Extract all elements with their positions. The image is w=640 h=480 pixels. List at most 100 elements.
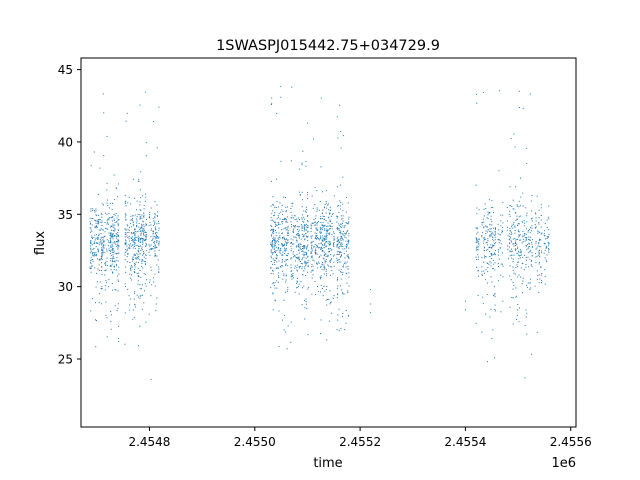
data-point	[133, 244, 135, 246]
data-point	[134, 272, 135, 274]
data-point	[143, 229, 145, 231]
data-point	[514, 237, 516, 239]
data-point	[302, 257, 304, 259]
data-point	[280, 211, 282, 213]
data-point	[129, 240, 131, 242]
data-point	[138, 223, 140, 225]
data-point	[290, 245, 292, 247]
data-point	[301, 229, 303, 231]
data-point	[306, 227, 308, 229]
data-point	[283, 218, 285, 220]
data-point	[342, 220, 344, 222]
data-point	[126, 112, 128, 114]
data-point	[109, 234, 111, 236]
data-point	[302, 248, 304, 249]
data-point	[307, 198, 309, 200]
data-point	[307, 122, 309, 124]
data-point	[548, 252, 550, 254]
data-point	[333, 261, 335, 263]
data-point	[287, 265, 289, 267]
data-point	[484, 247, 486, 249]
data-point	[543, 235, 545, 237]
data-point	[95, 237, 97, 239]
data-point	[521, 262, 523, 264]
data-point	[96, 226, 98, 228]
data-point	[545, 259, 547, 261]
data-point	[124, 252, 126, 254]
data-point	[281, 244, 283, 246]
data-point	[133, 316, 135, 318]
data-point	[342, 292, 344, 294]
data-point	[283, 218, 285, 220]
data-point	[483, 218, 485, 220]
data-point	[144, 262, 146, 264]
data-point	[498, 90, 500, 92]
data-point	[140, 209, 142, 211]
data-point	[324, 204, 326, 206]
data-point	[283, 315, 285, 317]
data-point	[91, 218, 93, 219]
data-point	[327, 240, 329, 242]
data-point	[345, 322, 347, 324]
data-point	[150, 248, 152, 250]
data-point	[112, 255, 114, 257]
data-point	[158, 223, 160, 225]
data-point	[476, 259, 478, 261]
data-point	[143, 256, 145, 258]
data-point	[97, 220, 99, 222]
data-point	[547, 236, 549, 238]
data-point	[307, 255, 309, 257]
data-point	[527, 266, 529, 268]
data-point	[134, 240, 136, 242]
data-point	[492, 268, 494, 270]
data-point	[506, 207, 508, 209]
data-point	[321, 218, 323, 220]
data-point	[342, 135, 344, 137]
data-point	[113, 218, 115, 220]
data-point	[509, 242, 511, 244]
data-point	[136, 236, 138, 238]
data-point	[325, 258, 327, 260]
data-point	[132, 215, 134, 217]
data-point	[316, 236, 318, 238]
data-point	[97, 193, 99, 195]
data-point	[95, 251, 97, 253]
data-point	[518, 107, 520, 109]
data-point	[136, 256, 138, 258]
data-point	[276, 241, 278, 243]
data-point	[291, 86, 293, 88]
data-point	[296, 225, 298, 227]
data-point	[305, 265, 307, 267]
data-point	[283, 273, 285, 275]
data-point	[298, 229, 300, 231]
data-point	[491, 281, 493, 283]
data-point	[301, 266, 303, 268]
data-point	[90, 267, 92, 269]
data-point	[306, 216, 308, 218]
data-point	[346, 222, 348, 224]
data-point	[272, 292, 274, 294]
data-point	[281, 254, 283, 256]
data-point	[287, 225, 289, 227]
data-point	[305, 232, 307, 234]
data-point	[127, 202, 129, 204]
data-point	[543, 252, 545, 254]
data-point	[100, 288, 102, 290]
data-point	[303, 230, 305, 232]
data-point	[90, 227, 92, 229]
data-point	[315, 234, 317, 236]
data-point	[298, 219, 300, 221]
data-point	[280, 250, 282, 252]
data-point	[151, 240, 153, 242]
data-point	[524, 325, 526, 327]
data-point	[498, 258, 500, 260]
data-point	[323, 215, 325, 217]
data-point	[318, 256, 320, 258]
data-point	[311, 235, 313, 237]
data-point	[89, 231, 91, 233]
data-point	[306, 236, 308, 238]
data-point	[483, 226, 485, 228]
data-point	[332, 212, 334, 214]
data-point	[301, 258, 303, 260]
data-point	[535, 220, 537, 222]
